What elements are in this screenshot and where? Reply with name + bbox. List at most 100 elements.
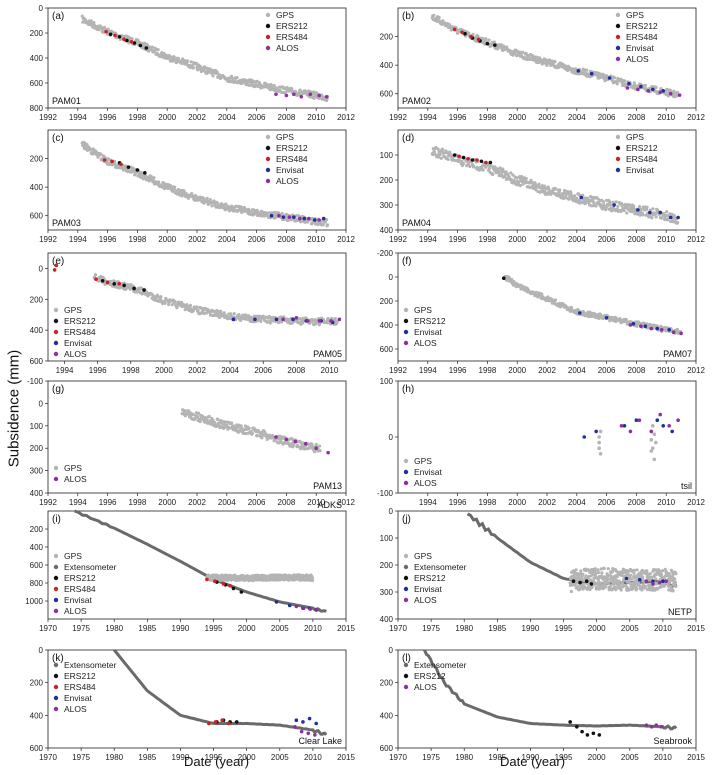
envisat-point xyxy=(607,76,612,80)
envisat-point xyxy=(302,216,307,221)
gps-point xyxy=(269,82,273,87)
gps-point xyxy=(232,311,236,316)
gps-point xyxy=(491,172,495,177)
chart-panel: 1994 1996 1998 2000 2002 2004 2006 2008 2010 0 200… xyxy=(30,252,347,375)
alos-point xyxy=(284,437,289,442)
panel-letter: (l) xyxy=(402,653,411,664)
gps-point xyxy=(255,433,259,438)
legend-marker xyxy=(53,307,59,313)
x-tick-label: 2005 xyxy=(621,624,639,633)
y-tick-label: 400 xyxy=(30,711,44,720)
legend-marker xyxy=(53,465,59,471)
alos-point xyxy=(306,319,310,323)
ers212-point xyxy=(479,159,484,164)
y-tick-label: 0 xyxy=(389,433,394,442)
gps-point xyxy=(185,59,190,63)
gps-point xyxy=(546,295,550,299)
station-label: PAM07 xyxy=(663,349,692,359)
gps-point xyxy=(157,180,161,184)
alos-point xyxy=(651,582,655,586)
gps-point xyxy=(333,316,337,321)
alos-point xyxy=(628,323,633,327)
x-tick-label: 1994 xyxy=(56,366,74,375)
gps-point xyxy=(489,164,493,168)
legend-marker xyxy=(53,564,59,570)
gps-point xyxy=(629,573,633,577)
alos-point xyxy=(324,94,329,99)
gps-point xyxy=(260,436,264,440)
gps-point xyxy=(604,583,608,587)
y-tick-label: 400 xyxy=(30,326,44,335)
legend-label: ALOS xyxy=(276,176,299,186)
legend-marker xyxy=(53,695,59,701)
x-tick-label: 1970 xyxy=(389,753,407,762)
y-tick-label: 200 xyxy=(30,295,44,304)
panel-letter: (d) xyxy=(402,133,414,144)
gps-point xyxy=(614,200,618,204)
ers484-point xyxy=(213,720,218,724)
ers212-point xyxy=(470,158,475,162)
y-tick-label: 400 xyxy=(380,711,394,720)
gps-point xyxy=(608,200,612,204)
x-tick-label: 2002 xyxy=(538,366,556,375)
gps-point xyxy=(614,588,618,592)
y-tick-label: 200 xyxy=(380,679,394,688)
legend-marker xyxy=(53,673,59,679)
gps-point xyxy=(191,66,195,70)
x-tick-label: 1994 xyxy=(419,113,437,122)
gps-point xyxy=(188,303,193,308)
gps-point xyxy=(632,571,636,575)
x-tick-label: 1970 xyxy=(39,624,57,633)
envisat-point xyxy=(292,215,296,219)
gps-point xyxy=(163,301,167,305)
legend-marker xyxy=(53,608,59,614)
gps-point xyxy=(168,54,172,59)
panel-letter: (j) xyxy=(402,514,411,525)
legend-marker xyxy=(403,458,409,464)
ers212-point xyxy=(117,34,122,39)
alos-point xyxy=(306,731,311,736)
legend-marker xyxy=(53,662,59,668)
x-tick-label: 2008 xyxy=(278,498,296,507)
gps-point xyxy=(498,170,502,174)
gps-point xyxy=(472,165,476,169)
envisat-point xyxy=(661,89,666,93)
envisat-point xyxy=(269,213,274,218)
gps-point xyxy=(667,588,671,592)
legend-label: GPS xyxy=(64,305,82,315)
ers212-point xyxy=(568,720,572,724)
x-tick-label: 1975 xyxy=(422,624,440,633)
x-tick-label: 2010 xyxy=(657,235,675,244)
ers212-point xyxy=(597,733,602,737)
gps-point xyxy=(592,201,596,205)
envisat-point xyxy=(579,195,584,200)
ers212-point xyxy=(126,165,131,169)
envisat-point xyxy=(643,324,648,329)
x-tick-label: 1998 xyxy=(122,366,140,375)
ers212-point xyxy=(488,160,493,165)
x-tick-label: 1980 xyxy=(105,624,123,633)
envisat-point xyxy=(670,429,674,434)
legend-label: ALOS xyxy=(64,704,87,714)
x-tick-label: 1998 xyxy=(479,498,497,507)
x-tick-label: 1970 xyxy=(389,624,407,633)
gps-point xyxy=(673,580,678,584)
gps-point xyxy=(172,55,176,59)
gps-point xyxy=(492,40,496,44)
x-tick-label: 1975 xyxy=(422,753,440,762)
gps-point xyxy=(608,203,612,207)
envisat-point xyxy=(253,317,257,322)
gps-point xyxy=(625,211,629,215)
y-tick-label: 200 xyxy=(30,679,44,688)
ers484-point xyxy=(205,577,209,582)
gps-point xyxy=(211,74,215,78)
ers212-point xyxy=(591,731,596,736)
ers484-point xyxy=(207,721,211,726)
ers484-point xyxy=(110,159,114,164)
y-tick-label: 600 xyxy=(30,79,44,88)
gps-point xyxy=(217,73,221,77)
alos-point xyxy=(628,429,633,434)
legend-label: GPS xyxy=(626,10,644,20)
legend-marker xyxy=(403,480,409,486)
